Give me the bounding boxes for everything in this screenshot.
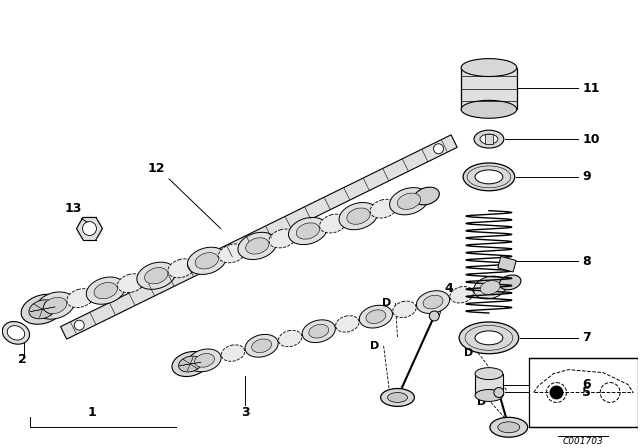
Ellipse shape [86,277,125,304]
Text: 11: 11 [582,82,600,95]
Circle shape [77,215,102,241]
Circle shape [83,222,97,236]
Ellipse shape [393,301,416,318]
Circle shape [433,144,444,154]
Text: 2: 2 [17,353,26,366]
Ellipse shape [388,392,408,402]
Ellipse shape [188,349,221,372]
Ellipse shape [475,389,503,401]
Text: 12: 12 [147,163,164,176]
Ellipse shape [252,339,271,353]
Text: 6: 6 [582,378,591,391]
Ellipse shape [44,297,67,314]
Ellipse shape [319,214,347,233]
Ellipse shape [289,217,327,245]
Bar [461,68,516,109]
Ellipse shape [366,310,386,323]
Ellipse shape [269,229,296,248]
Ellipse shape [94,283,117,299]
Ellipse shape [463,163,515,191]
Text: 3: 3 [241,406,250,419]
Ellipse shape [390,188,428,215]
Ellipse shape [461,59,516,77]
Ellipse shape [359,305,392,328]
Text: 10: 10 [582,133,600,146]
Bar [475,374,503,396]
Text: 4: 4 [445,282,454,295]
Ellipse shape [195,353,214,367]
Ellipse shape [335,316,359,332]
Ellipse shape [498,422,520,433]
Ellipse shape [21,294,64,324]
Ellipse shape [7,326,25,340]
Polygon shape [61,135,457,339]
Ellipse shape [145,267,168,284]
Ellipse shape [238,233,276,259]
Text: D: D [370,341,379,351]
Ellipse shape [29,300,56,319]
Bar [498,256,516,272]
Ellipse shape [245,334,278,357]
Ellipse shape [475,170,503,184]
Ellipse shape [490,418,527,437]
Ellipse shape [480,280,500,294]
Ellipse shape [423,295,443,309]
Ellipse shape [475,331,503,345]
Ellipse shape [117,274,145,293]
Text: D: D [464,348,474,358]
Text: 5: 5 [582,386,591,399]
Ellipse shape [218,244,246,263]
Bar [529,358,638,427]
Ellipse shape [172,352,209,376]
Circle shape [494,388,504,397]
Ellipse shape [414,187,439,205]
Text: D: D [477,397,486,407]
Circle shape [74,320,84,330]
Ellipse shape [188,247,226,275]
Text: 13: 13 [65,202,83,215]
Ellipse shape [474,276,507,299]
Ellipse shape [480,134,498,144]
Ellipse shape [461,100,516,118]
Text: D: D [381,298,391,308]
Ellipse shape [459,322,519,354]
Bar [485,134,493,144]
Ellipse shape [370,199,397,218]
Circle shape [429,311,439,321]
Text: 7: 7 [582,332,591,345]
Ellipse shape [499,275,521,290]
Ellipse shape [246,238,269,254]
Ellipse shape [474,130,504,148]
Ellipse shape [278,330,302,347]
Text: 8: 8 [582,255,591,268]
Text: C001703: C001703 [563,437,604,446]
Ellipse shape [36,292,74,319]
Ellipse shape [195,253,218,269]
Ellipse shape [450,287,474,303]
Ellipse shape [339,202,378,230]
Ellipse shape [179,356,202,372]
Ellipse shape [3,322,29,344]
Ellipse shape [168,259,195,278]
Ellipse shape [67,289,94,307]
Ellipse shape [221,345,244,362]
Ellipse shape [397,193,420,209]
Text: 9: 9 [582,170,591,183]
Ellipse shape [381,388,414,406]
Ellipse shape [475,368,503,379]
Circle shape [550,386,563,400]
Text: 1: 1 [87,406,96,419]
Ellipse shape [309,324,329,338]
Ellipse shape [347,208,370,224]
Ellipse shape [137,262,175,289]
Ellipse shape [296,223,319,239]
Ellipse shape [302,320,335,343]
Ellipse shape [417,291,450,314]
